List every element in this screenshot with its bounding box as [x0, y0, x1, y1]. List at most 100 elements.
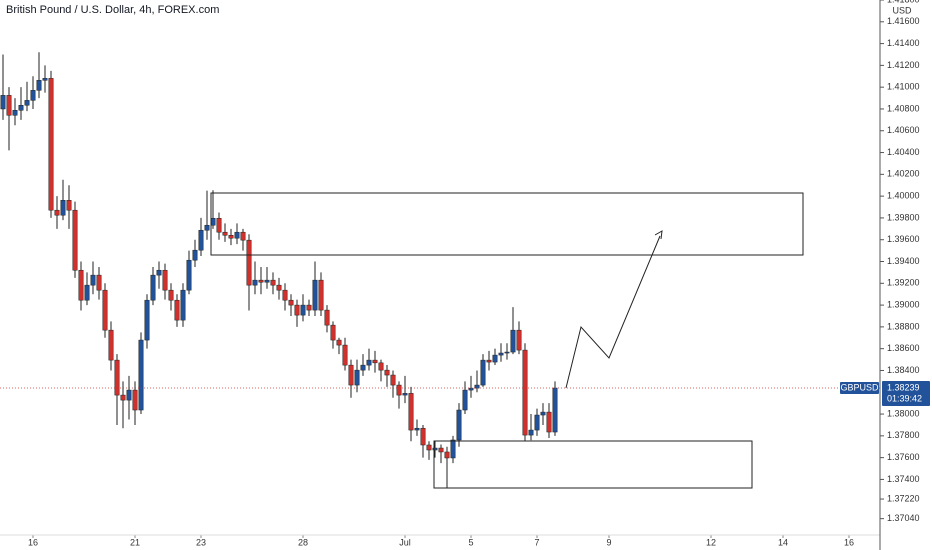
y-tick-label: 1.38000 [887, 408, 920, 418]
y-tick-label: 1.38600 [887, 343, 920, 353]
candle-body [132, 389, 138, 411]
candle-body [174, 299, 180, 321]
y-tick-label: 1.41200 [887, 60, 920, 70]
y-tick-label: 1.39000 [887, 299, 920, 309]
candle-body [252, 279, 258, 286]
candle-body [126, 389, 132, 401]
x-tick-label: 14 [778, 537, 788, 547]
candle-body [108, 329, 114, 361]
candle-body [324, 309, 330, 326]
candle-body [276, 284, 282, 291]
countdown-label: 01:39:42 [887, 393, 922, 403]
y-tick-label: 1.37220 [887, 493, 920, 503]
y-tick-label: 1.39800 [887, 212, 920, 222]
candle-body [6, 95, 12, 116]
candle-body [420, 427, 426, 446]
candle-body [222, 231, 228, 236]
x-tick-label: 21 [130, 537, 140, 547]
candle-body [330, 324, 336, 341]
y-tick-label: 1.37400 [887, 474, 920, 484]
y-tick-label: 1.40800 [887, 103, 920, 113]
candle-body [240, 231, 246, 241]
x-tick-label: 16 [844, 537, 854, 547]
candle-body [354, 369, 360, 386]
candle-body [282, 289, 288, 301]
currency-label: USD [892, 5, 912, 15]
candle-body [162, 269, 168, 291]
y-tick-label: 1.37600 [887, 452, 920, 462]
candle-body [180, 289, 186, 321]
candle-body [450, 439, 456, 459]
candle-body [150, 274, 156, 301]
candle-body [528, 429, 534, 436]
candle-body [480, 359, 486, 386]
candle-body [246, 239, 252, 286]
candle-body [396, 384, 402, 396]
candle-body [498, 352, 504, 356]
y-tick-label: 1.41600 [887, 16, 920, 26]
candle-body [18, 105, 24, 111]
y-tick-label: 1.40000 [887, 191, 920, 201]
x-tick-label: Jul [399, 537, 411, 547]
candle-body [408, 393, 414, 431]
resistance-zone [210, 192, 804, 256]
candle-body [378, 362, 384, 371]
candle-body [24, 100, 30, 106]
y-tick-label: 1.39200 [887, 278, 920, 288]
candle-body [54, 209, 60, 216]
x-tick-label: 5 [468, 537, 473, 547]
candle-body [102, 289, 108, 331]
candle-body [456, 409, 462, 441]
candle-body [114, 359, 120, 396]
y-tick-label: 1.41800 [887, 0, 920, 4]
candle-body [540, 411, 546, 416]
candle-body [228, 234, 234, 239]
candle-body [516, 329, 522, 351]
candle-body [12, 110, 18, 116]
candle-body [42, 78, 48, 81]
candle-body [144, 299, 150, 341]
x-tick-label: 28 [298, 537, 308, 547]
candle-body [504, 351, 510, 354]
price-tag [882, 381, 930, 407]
candle-body [372, 359, 378, 364]
candle-body [84, 284, 90, 301]
candle-body [510, 329, 516, 353]
candle-body [432, 447, 438, 451]
candle-body [0, 95, 6, 110]
candle-body [78, 269, 84, 301]
candle-body [90, 274, 96, 286]
candle-body [258, 279, 264, 283]
candle-body [36, 80, 42, 91]
candle-body [168, 289, 174, 301]
y-tick-label: 1.38400 [887, 365, 920, 375]
candle-body [492, 354, 498, 363]
symbol-label: GBPUSD [840, 382, 879, 392]
y-tick-label: 1.39600 [887, 234, 920, 244]
candle-body [366, 359, 372, 366]
candle-body [264, 279, 270, 283]
support-zone [433, 440, 753, 489]
candle-body [30, 90, 36, 101]
projection-path [565, 235, 661, 389]
candle-body [234, 231, 240, 239]
candle-body [48, 78, 54, 211]
candle-body [72, 209, 78, 271]
x-tick-label: 16 [28, 537, 38, 547]
y-tick-label: 1.41400 [887, 38, 920, 48]
candle-body [342, 344, 348, 366]
candle-body [468, 387, 474, 391]
arrow-head [654, 230, 663, 240]
candle-body [312, 279, 318, 311]
candle-body [96, 274, 102, 291]
y-tick-label: 1.41000 [887, 82, 920, 92]
candle-body [288, 299, 294, 306]
candle-body [522, 349, 528, 436]
y-tick-label: 1.40200 [887, 169, 920, 179]
y-tick-label: 1.38800 [887, 321, 920, 331]
candle-body [198, 229, 204, 251]
candle-body [444, 451, 450, 459]
candle-body [306, 304, 312, 311]
